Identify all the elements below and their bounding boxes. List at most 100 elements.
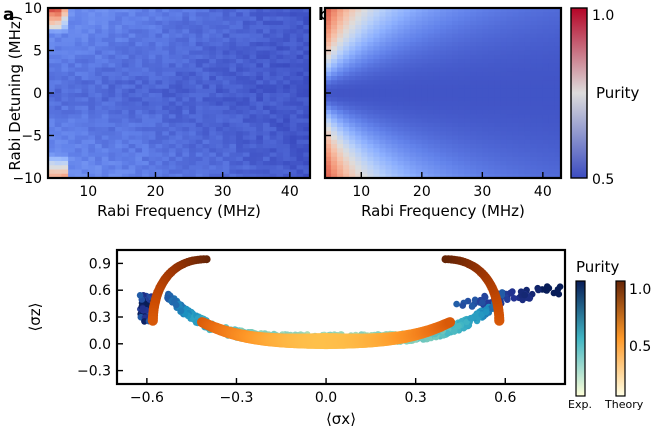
heatmap-cell [506, 8, 514, 13]
heatmap-cell [397, 37, 405, 43]
heatmap-cell [88, 67, 96, 73]
heatmap-cell [452, 156, 459, 162]
heatmap-cell [68, 173, 76, 178]
heatmap-cell [229, 25, 237, 30]
panel-c-scatter: −0.6 −0.3 0.0 0.3 0.6−0.30.00.30.60.9⟨σx⟩⟨σz… [26, 248, 567, 428]
heatmap-cell [415, 131, 423, 137]
heatmap-cell [415, 114, 423, 120]
heatmap-cell [128, 110, 136, 115]
heatmap-cell [242, 76, 251, 81]
heatmap-cell [283, 110, 291, 115]
heatmap-cell [464, 156, 471, 162]
heatmap-cell [269, 156, 278, 162]
heatmap-cell [373, 84, 381, 90]
heatmap-cell [209, 29, 217, 35]
heatmap-cell [195, 93, 204, 98]
heatmap-cell [121, 148, 130, 154]
heatmap-cell [373, 114, 381, 120]
heatmap-cell [242, 169, 251, 175]
heatmap-cell [269, 42, 278, 47]
heatmap-cell [168, 156, 177, 162]
heatmap-cell [209, 33, 217, 39]
heatmap-cell [458, 165, 465, 171]
heatmap-cell [155, 161, 163, 166]
heatmap-cell [482, 101, 489, 107]
heatmap-cell [108, 131, 116, 137]
heatmap-cell [54, 50, 63, 56]
heatmap-cell [530, 131, 538, 137]
heatmap-cell [367, 161, 375, 166]
heatmap-cell [391, 29, 399, 35]
heatmap-cell [242, 63, 251, 69]
heatmap-cell [476, 12, 483, 18]
heatmap-cell [74, 148, 83, 154]
heatmap-cell [121, 20, 130, 26]
heatmap-cell [215, 71, 224, 77]
heatmap-cell [349, 144, 356, 149]
heatmap-cell [142, 8, 150, 13]
heatmap-cell [439, 42, 447, 47]
heatmap-cell [269, 161, 278, 166]
heatmap-cell [452, 50, 459, 56]
heatmap-cell [189, 29, 197, 35]
heatmap-cell [518, 135, 526, 141]
heatmap-cell [182, 148, 190, 154]
heatmap-cell [155, 110, 163, 115]
heatmap-cell [542, 122, 550, 128]
heatmap-cell [242, 42, 251, 47]
heatmap-cell [373, 42, 381, 47]
heatmap-cell [488, 46, 496, 52]
heatmap-cell [427, 139, 435, 145]
heatmap-cell [54, 165, 63, 171]
heatmap-cell [249, 156, 257, 162]
heatmap-cell [162, 93, 170, 98]
heatmap-cell [148, 67, 157, 73]
heatmap-cell [108, 25, 116, 30]
heatmap-cell [303, 42, 310, 47]
heatmap-cell [518, 105, 526, 111]
heatmap-cell [403, 139, 411, 145]
heatmap-cell [548, 16, 556, 22]
heatmap-cell [48, 88, 56, 94]
heatmap-cell [256, 148, 264, 154]
heatmap-cell [385, 25, 393, 30]
heatmap-cell [242, 118, 251, 124]
heatmap-cell [269, 131, 278, 137]
heatmap-cell [262, 84, 271, 90]
heatmap-cell [296, 12, 304, 18]
heatmap-cell [222, 59, 230, 64]
heatmap-cell [446, 12, 453, 18]
heatmap-cell [81, 156, 89, 162]
heatmap-cell [452, 135, 459, 141]
heatmap-cell [554, 131, 561, 137]
heatmap-cell [530, 80, 538, 86]
heatmap-cell [296, 88, 304, 94]
heatmap-cell [385, 29, 393, 35]
heatmap-cell [195, 144, 204, 149]
heatmap-cell [229, 33, 237, 39]
heatmap-cell [262, 131, 271, 137]
heatmap-cell [209, 76, 217, 81]
heatmap-cell [121, 127, 130, 132]
heatmap-cell [115, 152, 123, 158]
heatmap-cell [289, 131, 298, 137]
heatmap-cell [276, 16, 284, 22]
heatmap-cell [128, 152, 136, 158]
heatmap-cell [276, 165, 284, 171]
heatmap-cell [403, 50, 411, 56]
heatmap-cell [162, 110, 170, 115]
heatmap-cell [242, 88, 251, 94]
heatmap-cell [530, 42, 538, 47]
heatmap-cell [482, 29, 489, 35]
heatmap-cell [506, 46, 514, 52]
heatmap-cell [289, 84, 298, 90]
heatmap-cell [296, 84, 304, 90]
heatmap-cell [409, 139, 417, 145]
heatmap-cell [162, 135, 170, 141]
heatmap-cell [209, 139, 217, 145]
heatmap-cell [61, 67, 69, 73]
heatmap-cell [470, 93, 477, 98]
heatmap-cell [81, 165, 89, 171]
heatmap-cell [488, 50, 496, 56]
heatmap-cell [115, 46, 123, 52]
